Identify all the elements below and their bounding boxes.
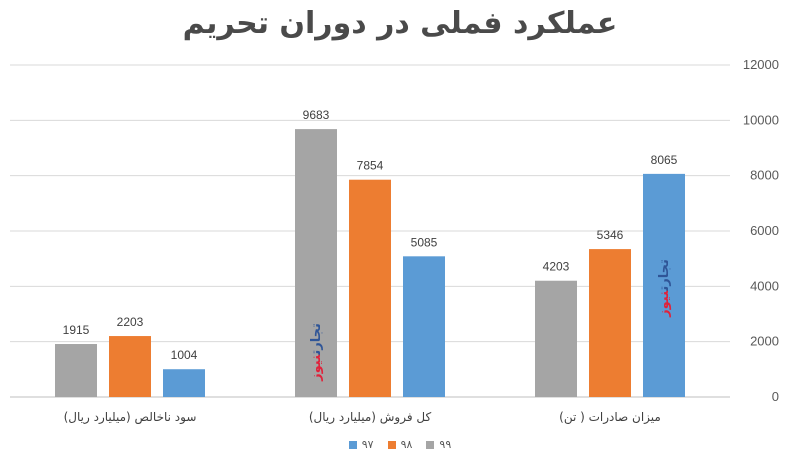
legend-label: ۹۷: [361, 438, 374, 451]
legend-swatch: [348, 440, 357, 449]
legend-swatch: [387, 440, 396, 449]
y-tick-label: 6000: [750, 223, 779, 238]
y-tick-label: 0: [772, 389, 779, 404]
y-tick-label: 4000: [750, 278, 779, 293]
bar: [163, 369, 205, 397]
category-label: سود ناخالص (میلیارد ریال): [64, 410, 197, 425]
data-label: 7854: [357, 159, 384, 173]
legend-item: ۹۸: [387, 438, 413, 451]
bar: [589, 249, 631, 397]
bar: [349, 179, 391, 397]
category-labels: سود ناخالص (میلیارد ریال) کل فروش (میلیار…: [64, 410, 661, 425]
bar: [643, 173, 685, 397]
data-label: 1004: [171, 348, 198, 362]
watermark-text: تجارتنیوز: [309, 323, 324, 382]
y-tick-label: 10000: [743, 112, 779, 127]
data-labels: 1915 2203 1004 9683 7854 5085 4203 5346 8065: [63, 108, 678, 362]
watermark-text: تجارتنیوز: [657, 259, 672, 318]
data-label: 2203: [117, 315, 144, 329]
legend-label: ۹۹: [439, 438, 452, 451]
data-label: 1915: [63, 323, 90, 337]
bar: [109, 336, 151, 397]
legend-item: ۹۷: [348, 438, 374, 451]
bar: [403, 256, 445, 397]
data-label: 5085: [411, 235, 438, 249]
legend-label: ۹۸: [400, 438, 413, 451]
data-label: 8065: [651, 153, 678, 167]
watermarks: تجارتنیوز تجارتنیوز: [309, 259, 672, 382]
data-label: 5346: [597, 228, 624, 242]
y-axis-ticks: 0 2000 4000 6000 8000 10000 12000: [743, 57, 779, 404]
y-tick-label: 2000: [750, 334, 779, 349]
data-label: 4203: [543, 260, 570, 274]
bar: [295, 129, 337, 397]
y-tick-label: 8000: [750, 168, 779, 183]
bar: [535, 280, 577, 397]
watermark-logo: تجارتنیوز: [309, 323, 324, 382]
bars: [55, 129, 685, 397]
category-label: کل فروش (میلیارد ریال): [309, 410, 432, 425]
legend-swatch: [426, 440, 435, 449]
legend: ۹۹ ۹۸ ۹۷: [0, 438, 800, 451]
legend-item: ۹۹: [426, 438, 451, 451]
chart-title: عملکرد فملی در دوران تحریم: [182, 6, 618, 41]
data-label: 9683: [303, 108, 330, 122]
category-label: میزان صادرات ( تن): [559, 410, 661, 425]
bar: [55, 344, 97, 397]
watermark-logo: تجارتنیوز: [657, 259, 672, 318]
y-tick-label: 12000: [743, 57, 779, 72]
